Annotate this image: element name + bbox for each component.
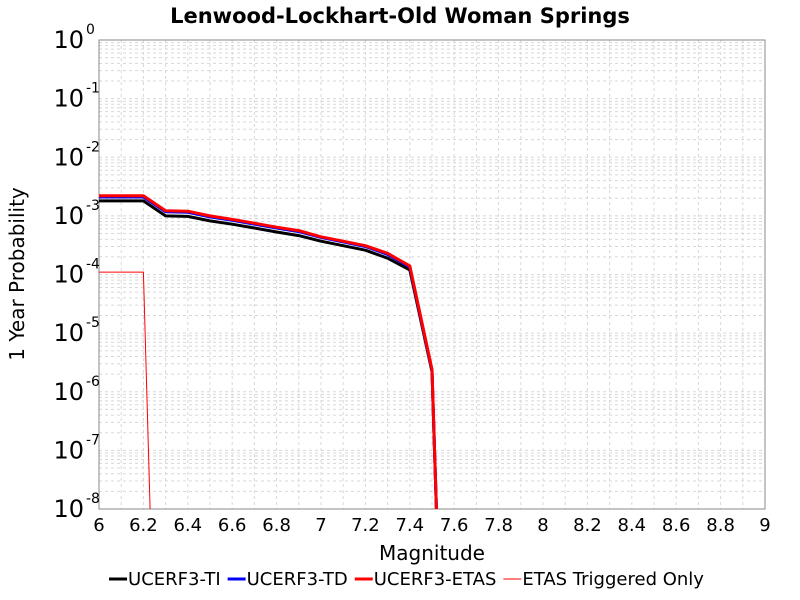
y-tick-label: 10 -6: [53, 374, 100, 406]
y-tick-label: 10 -7: [53, 432, 100, 464]
legend-item: ETAS Triggered Only: [503, 569, 704, 590]
series-lines: [99, 194, 438, 510]
legend-item: UCERF3-TD: [227, 569, 348, 590]
y-tick-base: 10: [53, 261, 84, 289]
chart-title: Lenwood-Lockhart-Old Woman Springs: [170, 4, 630, 28]
y-tick-exponent: -1: [86, 81, 100, 97]
y-tick-base: 10: [53, 319, 84, 347]
y-tick-label: 10 -5: [53, 315, 100, 347]
plot-area: [98, 39, 766, 510]
y-tick-exponent: -8: [86, 491, 100, 507]
x-axis-ticks: 6 6.2 6.4 6.6 6.8 7 7.2 7.4 7.6 7.8 8 8.2 8.4 8.6 8.8 9: [93, 515, 770, 536]
x-tick-label: 6.8: [262, 515, 291, 536]
y-tick-label: 10 -2: [53, 139, 100, 171]
y-tick-base: 10: [53, 143, 84, 171]
x-tick-label: 8.2: [573, 515, 602, 536]
y-tick-base: 10: [53, 26, 84, 54]
x-tick-label: 7.6: [440, 515, 469, 536]
x-tick-label: 7.4: [395, 515, 424, 536]
x-tick-label: 7.8: [484, 515, 513, 536]
legend-item: UCERF3-TI: [109, 569, 221, 590]
y-tick-exponent: -7: [86, 432, 100, 448]
legend-label: UCERF3-TI: [128, 569, 221, 590]
x-tick-label: 8: [537, 515, 548, 536]
y-tick-base: 10: [53, 436, 84, 464]
y-tick-base: 10: [53, 495, 84, 523]
legend: UCERF3-TI UCERF3-TD UCERF3-ETAS ETAS Trigge…: [109, 569, 704, 590]
x-tick-label: 6.6: [218, 515, 247, 536]
y-tick-base: 10: [53, 202, 84, 230]
x-tick-label: 7.2: [351, 515, 380, 536]
legend-label: UCERF3-ETAS: [374, 569, 497, 590]
y-tick-exponent: -6: [86, 374, 100, 390]
y-axis-label: 1 Year Probability: [5, 187, 29, 361]
legend-item: UCERF3-ETAS: [354, 569, 497, 590]
x-tick-label: 6.4: [173, 515, 202, 536]
y-tick-label: 10 -3: [53, 198, 100, 230]
x-tick-label: 6: [93, 515, 104, 536]
x-tick-label: 8.8: [706, 515, 735, 536]
series-line-etas-triggered-only: [99, 271, 151, 510]
x-tick-label: 6.2: [129, 515, 158, 536]
y-tick-exponent: -2: [86, 139, 100, 155]
y-tick-label: 10 -1: [53, 81, 100, 113]
grid: [98, 40, 766, 510]
legend-label: ETAS Triggered Only: [522, 569, 704, 590]
y-tick-label: 10 0: [53, 22, 94, 54]
series-line-ucerf3-etas: [99, 194, 438, 510]
y-tick-label: 10 -8: [53, 491, 100, 523]
x-tick-label: 8.6: [662, 515, 691, 536]
series-line-ucerf3-td: [99, 195, 438, 510]
x-tick-label: 8.4: [617, 515, 646, 536]
legend-label: UCERF3-TD: [247, 569, 348, 590]
y-tick-base: 10: [53, 85, 84, 113]
y-tick-exponent: -4: [86, 257, 100, 273]
y-tick-base: 10: [53, 378, 84, 406]
series-line-ucerf3-ti: [99, 199, 438, 510]
y-tick-exponent: -3: [86, 198, 100, 214]
x-axis-label: Magnitude: [379, 541, 485, 565]
y-tick-exponent: -5: [86, 315, 100, 331]
x-tick-label: 9: [759, 515, 770, 536]
x-tick-label: 7: [315, 515, 326, 536]
y-tick-exponent: 0: [86, 22, 95, 38]
y-tick-label: 10 -4: [53, 257, 100, 289]
